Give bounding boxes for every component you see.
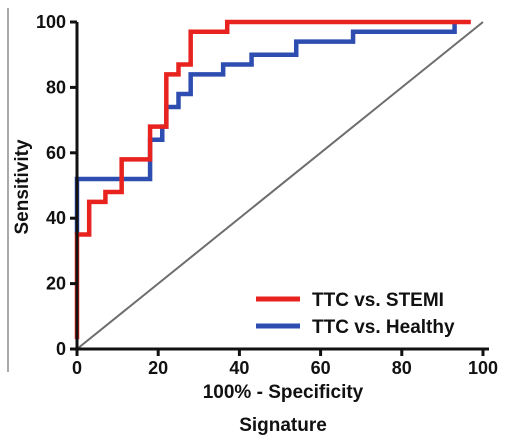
plot-area bbox=[74, 19, 484, 350]
x-tick-label: 40 bbox=[229, 358, 249, 378]
y-tick-label: 80 bbox=[46, 77, 66, 97]
y-axis-ticks: 0 20 40 60 80 100 bbox=[36, 12, 77, 359]
legend: TTC vs. STEMI TTC vs. Healthy bbox=[256, 290, 455, 338]
x-tick-label: 100 bbox=[468, 358, 498, 378]
x-axis-label: 100% - Specificity bbox=[203, 382, 364, 403]
legend-label-stemi: TTC vs. STEMI bbox=[312, 290, 444, 311]
y-tick-label: 40 bbox=[46, 208, 66, 228]
y-tick-label: 60 bbox=[46, 143, 66, 163]
y-tick-label: 20 bbox=[46, 274, 66, 294]
reference-diagonal-line bbox=[76, 21, 484, 350]
y-axis-label: Sensitivity bbox=[12, 139, 33, 234]
x-tick-label: 60 bbox=[311, 358, 331, 378]
x-tick-label: 20 bbox=[148, 358, 168, 378]
legend-label-healthy: TTC vs. Healthy bbox=[312, 317, 455, 338]
y-tick-label: 0 bbox=[56, 339, 66, 359]
x-tick-label: 0 bbox=[72, 358, 82, 378]
series-line-ttc-vs-healthy bbox=[74, 22, 457, 235]
series-line-ttc-vs-stemi bbox=[74, 19, 471, 340]
x-tick-label: 80 bbox=[392, 358, 412, 378]
y-tick-label: 100 bbox=[36, 12, 66, 32]
x-axis-ticks: 0 20 40 60 80 100 bbox=[72, 349, 498, 378]
chart-caption: Signature bbox=[239, 415, 327, 436]
